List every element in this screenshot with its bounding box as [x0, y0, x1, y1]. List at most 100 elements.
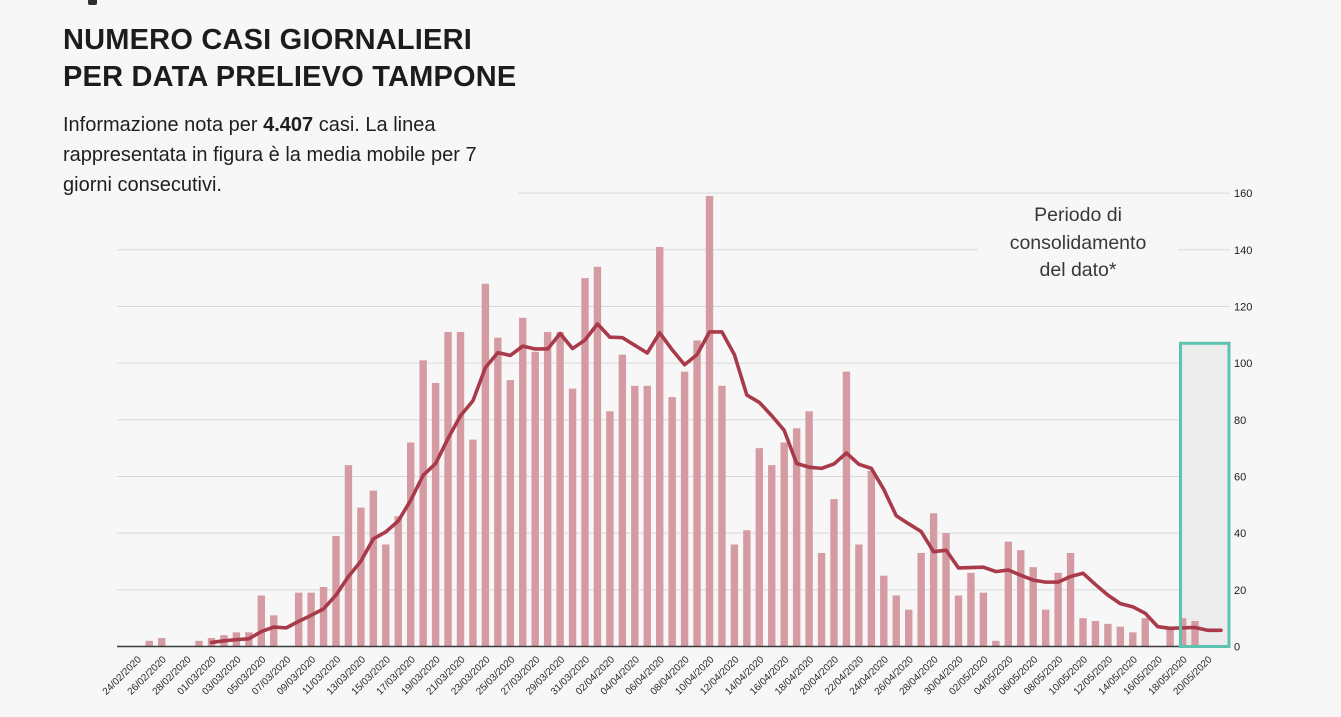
bar — [1166, 629, 1174, 647]
bar — [369, 490, 378, 647]
bar — [705, 195, 714, 647]
cropped-edge-element — [88, 0, 97, 5]
bar — [506, 380, 514, 647]
bar — [1004, 541, 1012, 647]
bar — [755, 448, 763, 647]
bar — [792, 428, 801, 647]
bar — [431, 382, 440, 647]
bar — [880, 575, 888, 647]
bar — [382, 544, 390, 647]
bar — [917, 552, 925, 647]
bar — [830, 499, 838, 647]
bar — [643, 385, 651, 647]
bar — [332, 535, 340, 647]
title-line-1: NUMERO CASI GIORNALIERI — [63, 24, 472, 56]
bar — [407, 442, 415, 647]
y-tick-label: 20 — [1234, 585, 1246, 597]
bar — [543, 331, 552, 647]
total-cases-count: 4.407 — [263, 114, 314, 136]
bar — [693, 340, 701, 647]
bar — [867, 470, 876, 647]
bar — [1116, 626, 1125, 647]
bar — [743, 530, 751, 647]
bar — [469, 439, 477, 647]
bar — [668, 397, 676, 647]
bar — [344, 465, 353, 647]
bar — [768, 465, 776, 647]
y-tick-label: 60 — [1234, 471, 1246, 483]
y-tick-label: 40 — [1234, 528, 1246, 540]
subtitle-line-3: giorni consecutivi. — [63, 174, 222, 196]
bar — [1017, 550, 1025, 647]
bar — [631, 385, 639, 647]
bar — [593, 266, 602, 647]
bar — [307, 592, 315, 647]
bar — [942, 533, 950, 647]
bar — [680, 371, 689, 647]
bar — [1129, 632, 1137, 647]
chart-subtitle: Informazione nota per 4.407 casi. La lin… — [63, 110, 518, 206]
bar — [357, 507, 365, 647]
bar — [979, 592, 988, 647]
bar — [257, 595, 265, 647]
bar — [1066, 552, 1075, 647]
bar — [456, 331, 465, 647]
bars — [145, 195, 1199, 647]
bar — [494, 337, 502, 647]
bar — [967, 572, 975, 647]
bar — [158, 637, 166, 647]
bar — [531, 351, 539, 647]
subtitle-line-2: rappresentata in figura è la media mobil… — [63, 144, 477, 166]
bar — [319, 586, 328, 647]
bar — [394, 516, 402, 647]
bar — [929, 513, 938, 647]
bar — [195, 640, 203, 647]
bar — [1141, 618, 1149, 647]
bar — [145, 640, 153, 647]
bar — [581, 278, 589, 647]
bar — [855, 544, 863, 647]
y-tick-label: 120 — [1234, 301, 1252, 313]
bar — [817, 552, 826, 647]
bar — [842, 371, 851, 647]
bar — [618, 354, 627, 647]
annotation-line-1: Periodo di — [1034, 204, 1122, 226]
bar — [1104, 623, 1112, 647]
bar — [556, 331, 564, 647]
bar — [270, 615, 278, 647]
subtitle-text: casi. La linea — [313, 114, 436, 136]
bar — [1191, 620, 1199, 647]
bar — [718, 385, 726, 647]
y-tick-label: 80 — [1234, 415, 1246, 427]
title-line-2: PER DATA PRELIEVO TAMPONE — [63, 61, 517, 93]
bar — [444, 331, 452, 647]
subtitle-text: Informazione nota per — [63, 114, 264, 136]
bar — [606, 411, 614, 647]
subtitle-line-1: Informazione nota per 4.407 casi. La lin… — [63, 110, 518, 140]
x-axis-labels: 24/02/202026/02/202028/02/202001/03/2020… — [101, 654, 1215, 697]
moving-average-line — [209, 322, 1223, 645]
bar — [730, 544, 739, 647]
bar — [892, 595, 900, 647]
annotation-line-3: del dato* — [1039, 259, 1117, 281]
bar — [805, 411, 813, 647]
bar — [1041, 609, 1050, 647]
bar — [780, 442, 788, 647]
page-title: NUMERO CASI GIORNALIERI PER DATA PRELIEV… — [63, 22, 516, 96]
bar — [1029, 567, 1037, 647]
bar — [1079, 618, 1087, 647]
bar — [481, 283, 490, 647]
bar — [1054, 572, 1062, 647]
y-axis-labels: 0 20 40 60 80 100 120 140 160 — [1234, 188, 1252, 653]
y-tick-label: 160 — [1234, 188, 1252, 200]
y-tick-label: 100 — [1234, 358, 1252, 370]
bar — [419, 360, 427, 647]
consolidation-box-border — [1179, 341, 1231, 648]
bar — [568, 388, 577, 647]
bar — [905, 609, 913, 647]
consolidation-annotation: Periodo di consolidamento del dato* — [978, 202, 1178, 285]
y-tick-label: 140 — [1234, 245, 1252, 257]
bar — [519, 317, 527, 647]
